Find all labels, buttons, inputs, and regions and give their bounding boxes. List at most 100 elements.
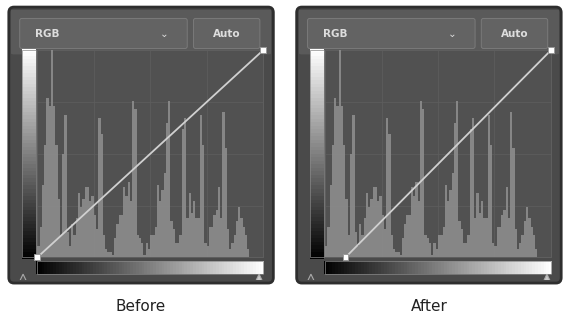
Bar	[389, 260, 392, 274]
Bar	[193, 260, 196, 274]
Bar	[372, 260, 375, 274]
Bar	[472, 260, 475, 274]
Bar	[204, 244, 206, 257]
Bar	[80, 207, 83, 257]
Bar	[547, 260, 549, 274]
Bar	[404, 224, 406, 257]
Bar	[347, 260, 349, 274]
Bar	[50, 260, 53, 274]
Bar	[182, 129, 184, 257]
Bar	[22, 55, 36, 59]
Bar	[359, 224, 361, 257]
Bar	[119, 260, 121, 274]
Bar	[184, 117, 186, 257]
Bar	[533, 235, 535, 257]
Bar	[380, 196, 381, 257]
Bar	[370, 199, 373, 257]
Bar	[116, 260, 119, 274]
Bar	[472, 117, 474, 257]
Bar	[461, 260, 464, 274]
Bar	[136, 260, 139, 274]
Bar	[202, 145, 204, 257]
Bar	[211, 227, 213, 257]
Bar	[481, 201, 483, 257]
Bar	[209, 227, 211, 257]
Bar	[310, 178, 324, 182]
Bar	[22, 80, 36, 84]
Bar	[310, 245, 324, 249]
Bar	[386, 260, 389, 274]
Bar	[341, 106, 343, 257]
Bar	[93, 260, 96, 274]
Bar	[508, 218, 510, 257]
Bar	[22, 200, 36, 203]
Bar	[210, 260, 213, 274]
Bar	[109, 252, 112, 257]
Bar	[22, 203, 36, 207]
Bar	[107, 252, 109, 257]
Bar	[103, 235, 105, 257]
Bar	[488, 115, 490, 257]
Bar	[53, 260, 56, 274]
Bar	[22, 189, 36, 193]
Bar	[310, 105, 324, 108]
FancyBboxPatch shape	[193, 19, 260, 49]
Bar	[524, 221, 526, 257]
Bar	[22, 231, 36, 235]
Bar	[93, 215, 96, 257]
Bar	[412, 260, 415, 274]
Bar	[310, 234, 324, 238]
Bar	[438, 260, 441, 274]
Bar	[173, 260, 176, 274]
Bar	[461, 230, 463, 257]
Bar	[190, 260, 193, 274]
Bar	[178, 260, 182, 274]
Bar	[114, 238, 116, 257]
Bar	[395, 260, 398, 274]
Bar	[22, 84, 36, 87]
Bar	[512, 260, 515, 274]
Bar	[139, 238, 141, 257]
Bar	[310, 256, 324, 259]
Bar	[477, 193, 479, 257]
Bar	[418, 201, 420, 257]
Bar	[22, 136, 36, 140]
Bar	[397, 252, 400, 257]
Polygon shape	[306, 274, 316, 284]
Bar	[361, 260, 364, 274]
Bar	[22, 122, 36, 126]
Bar	[538, 260, 541, 274]
Bar	[121, 215, 123, 257]
Bar	[310, 175, 324, 178]
Bar	[170, 221, 173, 257]
Bar	[225, 148, 227, 257]
Bar	[521, 260, 524, 274]
Bar	[213, 260, 216, 274]
Bar	[219, 260, 222, 274]
Bar	[541, 260, 544, 274]
Bar	[548, 47, 553, 53]
Bar	[490, 260, 492, 274]
Bar	[236, 221, 238, 257]
Bar	[132, 101, 135, 257]
Bar	[355, 260, 358, 274]
Text: Before: Before	[116, 299, 166, 314]
Bar	[22, 63, 36, 66]
Bar	[310, 192, 324, 196]
Bar	[518, 260, 521, 274]
Bar	[206, 246, 209, 257]
Bar	[22, 234, 36, 238]
Bar	[22, 157, 36, 161]
Bar	[381, 260, 384, 274]
Text: ⌄: ⌄	[160, 29, 169, 38]
Bar	[14, 15, 268, 49]
Bar	[22, 147, 36, 150]
Bar	[233, 260, 236, 274]
Bar	[71, 224, 74, 257]
Bar	[324, 260, 327, 274]
Bar	[478, 260, 481, 274]
Bar	[535, 249, 538, 257]
Bar	[150, 260, 153, 274]
Bar	[130, 260, 133, 274]
Bar	[329, 185, 332, 257]
